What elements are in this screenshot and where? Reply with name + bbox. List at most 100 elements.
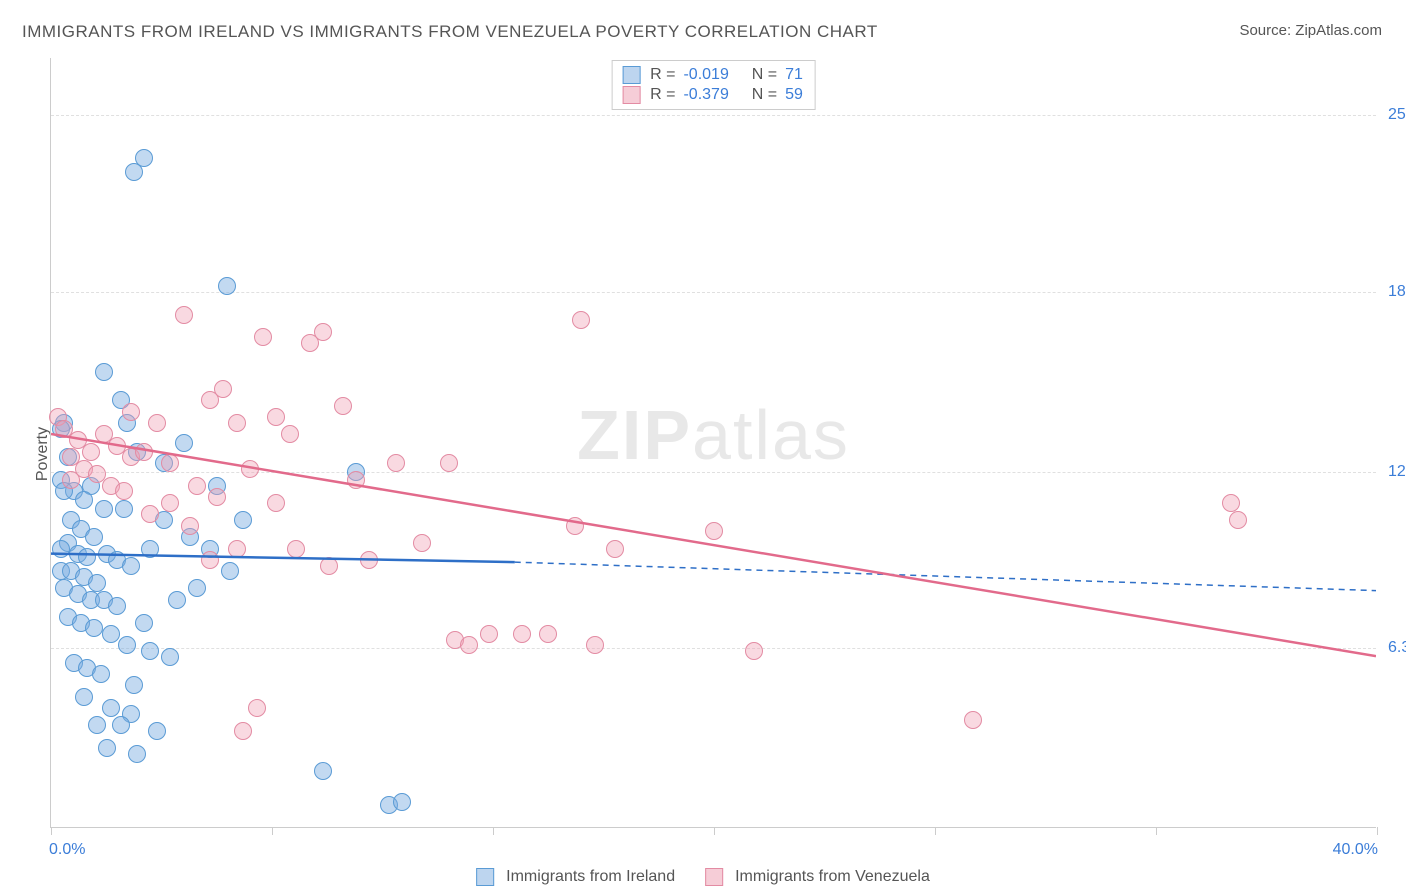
point-ireland <box>85 619 103 637</box>
point-ireland <box>125 676 143 694</box>
y-tick-label: 18.8% <box>1380 283 1406 301</box>
point-venezuela <box>267 408 285 426</box>
x-tick <box>51 827 52 835</box>
swatch-venezuela-icon <box>705 868 723 886</box>
point-ireland <box>115 500 133 518</box>
legend-item-ireland: Immigrants from Ireland <box>476 868 675 886</box>
point-venezuela <box>248 699 266 717</box>
y-tick-label: 25.0% <box>1380 106 1406 124</box>
legend-series: Immigrants from Ireland Immigrants from … <box>476 868 930 886</box>
point-ireland <box>112 716 130 734</box>
chart-title: IMMIGRANTS FROM IRELAND VS IMMIGRANTS FR… <box>22 22 878 42</box>
point-venezuela <box>460 636 478 654</box>
stat-ireland-n: 71 <box>785 66 803 84</box>
stat-label-r: R = <box>650 66 675 84</box>
point-ireland <box>52 540 70 558</box>
point-venezuela <box>566 517 584 535</box>
legend-item-venezuela: Immigrants from Venezuela <box>705 868 930 886</box>
stat-venezuela-n: 59 <box>785 86 803 104</box>
point-venezuela <box>586 636 604 654</box>
point-venezuela <box>228 540 246 558</box>
point-ireland <box>161 648 179 666</box>
point-ireland <box>234 511 252 529</box>
gridline <box>51 648 1376 649</box>
stat-ireland-r: -0.019 <box>683 66 728 84</box>
point-ireland <box>88 716 106 734</box>
point-venezuela <box>62 471 80 489</box>
gridline <box>51 115 1376 116</box>
point-venezuela <box>148 414 166 432</box>
point-venezuela <box>188 477 206 495</box>
point-venezuela <box>745 642 763 660</box>
point-ireland <box>141 540 159 558</box>
point-venezuela <box>161 454 179 472</box>
point-ireland <box>95 363 113 381</box>
source-label: Source: ZipAtlas.com <box>1239 22 1382 39</box>
point-venezuela <box>214 380 232 398</box>
y-tick-label: 12.5% <box>1380 463 1406 481</box>
point-venezuela <box>513 625 531 643</box>
point-venezuela <box>360 551 378 569</box>
x-axis-min-label: 0.0% <box>49 841 85 859</box>
point-venezuela <box>208 488 226 506</box>
gridline <box>51 292 1376 293</box>
point-venezuela <box>115 482 133 500</box>
point-ireland <box>168 591 186 609</box>
point-ireland <box>188 579 206 597</box>
legend-label-ireland: Immigrants from Ireland <box>506 868 675 886</box>
point-ireland <box>75 491 93 509</box>
point-ireland <box>128 745 146 763</box>
point-venezuela <box>254 328 272 346</box>
point-ireland <box>78 548 96 566</box>
point-venezuela <box>440 454 458 472</box>
point-ireland <box>85 528 103 546</box>
x-tick <box>935 827 936 835</box>
x-tick <box>493 827 494 835</box>
stat-label-r: R = <box>650 86 675 104</box>
point-venezuela <box>228 414 246 432</box>
point-venezuela <box>334 397 352 415</box>
legend-stats-venezuela: R = -0.379 N = 59 <box>622 85 805 105</box>
stat-label-n: N = <box>752 66 777 84</box>
x-tick <box>1156 827 1157 835</box>
watermark-rest: atlas <box>692 396 850 474</box>
y-tick-label: 6.3% <box>1380 639 1406 657</box>
point-ireland <box>102 625 120 643</box>
watermark-bold: ZIP <box>577 396 692 474</box>
point-venezuela <box>267 494 285 512</box>
point-venezuela <box>705 522 723 540</box>
swatch-venezuela-icon <box>622 86 640 104</box>
watermark: ZIPatlas <box>577 395 850 475</box>
point-ireland <box>122 557 140 575</box>
point-ireland <box>393 793 411 811</box>
point-venezuela <box>234 722 252 740</box>
point-venezuela <box>480 625 498 643</box>
point-ireland <box>92 665 110 683</box>
point-venezuela <box>320 557 338 575</box>
point-venezuela <box>314 323 332 341</box>
point-ireland <box>175 434 193 452</box>
point-ireland <box>125 163 143 181</box>
plot-area: ZIPatlas R = -0.019 N = 71 R = -0.379 N … <box>50 58 1376 828</box>
x-tick <box>1377 827 1378 835</box>
point-venezuela <box>141 505 159 523</box>
point-venezuela <box>539 625 557 643</box>
point-ireland <box>118 636 136 654</box>
point-ireland <box>218 277 236 295</box>
point-venezuela <box>606 540 624 558</box>
point-venezuela <box>964 711 982 729</box>
point-venezuela <box>1229 511 1247 529</box>
x-axis-max-label: 40.0% <box>1333 841 1378 859</box>
point-ireland <box>88 574 106 592</box>
point-venezuela <box>122 403 140 421</box>
point-venezuela <box>387 454 405 472</box>
stat-label-n: N = <box>752 86 777 104</box>
point-venezuela <box>1222 494 1240 512</box>
x-tick <box>272 827 273 835</box>
stat-venezuela-r: -0.379 <box>683 86 728 104</box>
point-venezuela <box>201 551 219 569</box>
point-venezuela <box>347 471 365 489</box>
point-ireland <box>314 762 332 780</box>
point-ireland <box>135 614 153 632</box>
point-ireland <box>95 500 113 518</box>
